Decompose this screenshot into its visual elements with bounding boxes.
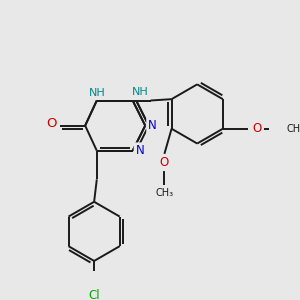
Text: NH: NH — [88, 88, 105, 98]
Text: N: N — [148, 119, 157, 132]
Text: NH: NH — [131, 87, 148, 98]
Text: Cl: Cl — [88, 289, 100, 300]
Text: N: N — [136, 144, 144, 157]
Text: O: O — [46, 117, 56, 130]
Text: CH₃: CH₃ — [155, 188, 173, 198]
Text: O: O — [252, 122, 262, 135]
Text: CH₃: CH₃ — [286, 124, 300, 134]
Text: O: O — [160, 156, 169, 169]
